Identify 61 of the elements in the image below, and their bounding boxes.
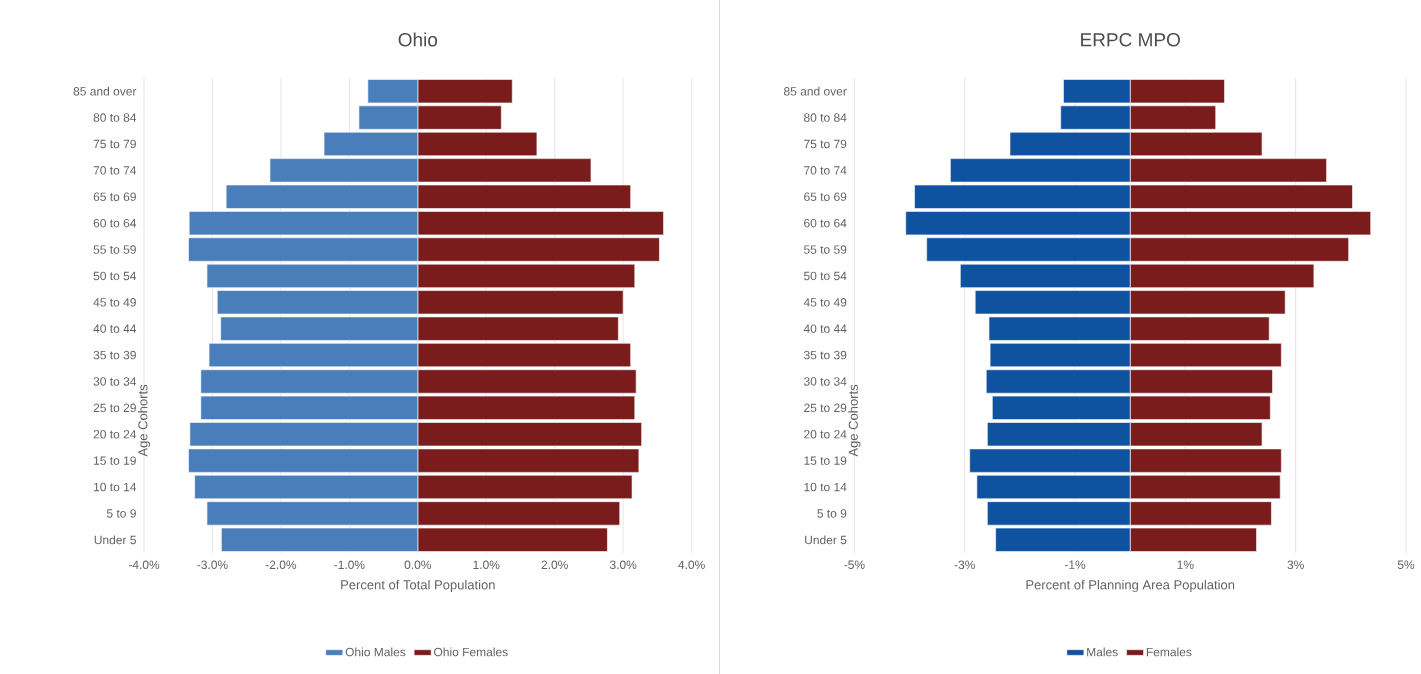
x-tick-label: 4.0% xyxy=(678,560,705,570)
y-tick-label: 70 to 74 xyxy=(804,166,847,175)
x-tick-label: 1.0% xyxy=(473,560,500,570)
y-tick-label: 15 to 19 xyxy=(804,456,847,465)
x-tick-label: 5% xyxy=(1397,560,1415,569)
legend-label: Ohio Females xyxy=(434,647,508,657)
y-tick-label: 80 to 84 xyxy=(93,113,137,122)
y-tick-label: 75 to 79 xyxy=(804,139,847,149)
y-tick-label: 10 to 14 xyxy=(94,482,137,492)
x-tick-label: 1% xyxy=(1177,560,1194,569)
y-tick-label: 60 to 64 xyxy=(804,218,847,228)
y-tick-label: 15 to 19 xyxy=(94,456,136,465)
x-tick-label: -1% xyxy=(1064,560,1086,569)
y-tick-label: 55 to 59 xyxy=(803,245,847,254)
chart-title: Ohio xyxy=(398,32,438,47)
y-tick-label: 25 to 29 xyxy=(93,403,136,413)
x-tick-label: 3% xyxy=(1287,560,1304,570)
y-tick-label: 40 to 44 xyxy=(93,324,137,333)
y-tick-label: 35 to 39 xyxy=(803,350,847,360)
x-tick-label: 2.0% xyxy=(541,560,568,570)
y-tick-label: 55 to 59 xyxy=(93,245,136,254)
y-tick-label: 65 to 69 xyxy=(804,192,847,201)
y-tick-label: 50 to 54 xyxy=(803,271,847,281)
x-tick-label: -5% xyxy=(844,560,865,569)
y-tick-label: 85 and over xyxy=(784,86,847,96)
legend-label: Ohio Males xyxy=(345,647,406,657)
y-tick-label: 60 to 64 xyxy=(93,218,137,228)
y-axis-title: Age Cohorts xyxy=(137,384,151,457)
y-tick-label: 25 to 29 xyxy=(804,403,847,413)
y-tick-label: 50 to 54 xyxy=(93,271,137,281)
y-tick-label: 45 to 49 xyxy=(93,298,136,307)
y-axis-title: Age Cohorts xyxy=(848,384,861,457)
y-tick-label: 30 to 34 xyxy=(93,377,137,386)
y-tick-label: 5 to 9 xyxy=(817,509,847,518)
x-tick-label: -2.0% xyxy=(265,560,297,570)
y-tick-label: 75 to 79 xyxy=(93,139,136,149)
legend-label: Females xyxy=(1146,647,1192,657)
x-tick-label: 0.0% xyxy=(404,560,432,570)
x-tick-label: -3.0% xyxy=(197,560,228,570)
y-tick-label: 5 to 9 xyxy=(106,509,136,518)
chart-title: ERPC MPO xyxy=(1081,33,1180,47)
y-tick-label: 45 to 49 xyxy=(803,298,847,307)
x-axis-title: Percent of Planning Area Population xyxy=(1026,579,1235,593)
y-tick-label: 40 to 44 xyxy=(803,324,847,333)
y-tick-label: 20 to 24 xyxy=(93,430,137,439)
y-tick-label: 10 to 14 xyxy=(804,482,847,492)
x-tick-label: -1.0% xyxy=(334,560,365,570)
y-tick-label: Under 5 xyxy=(805,535,847,545)
y-tick-label: 35 to 39 xyxy=(93,350,136,360)
y-tick-label: 65 to 69 xyxy=(93,192,136,201)
y-tick-label: 20 to 24 xyxy=(804,430,847,439)
y-tick-label: 70 to 74 xyxy=(93,166,137,175)
x-axis-title: Percent of Total Population xyxy=(341,579,495,593)
x-tick-label: 3.0% xyxy=(609,560,637,570)
x-tick-label: -4.0% xyxy=(128,560,160,570)
y-tick-label: 30 to 34 xyxy=(803,377,847,386)
y-tick-label: Under 5 xyxy=(94,535,136,545)
y-tick-label: 80 to 84 xyxy=(804,113,847,122)
x-tick-label: -3% xyxy=(954,560,975,570)
y-tick-label: 85 and over xyxy=(73,86,137,96)
legend-label: Males xyxy=(1087,647,1118,657)
